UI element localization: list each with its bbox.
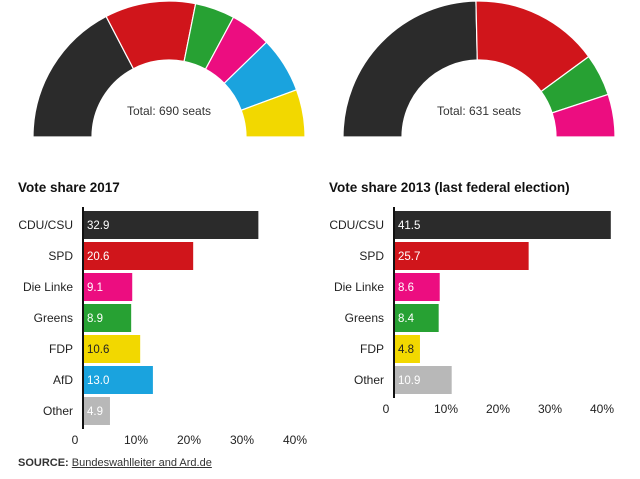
bar-chart-2013-bar-die-linke bbox=[395, 273, 440, 301]
bar-chart-2017-category-greens: Greens bbox=[34, 311, 73, 325]
bar-chart-2013-value-greens: 8.4 bbox=[398, 313, 415, 325]
bar-chart-2017-bar-fdp bbox=[84, 335, 141, 363]
bar-chart-2013-title: Vote share 2013 (last federal election) bbox=[329, 180, 570, 195]
seat-chart-2017-slice-fdp bbox=[240, 89, 306, 138]
bar-chart-2013-category-die-linke: Die Linke bbox=[334, 280, 384, 294]
bar-chart-2017-title: Vote share 2017 bbox=[18, 180, 120, 195]
bar-chart-2013-bar-other bbox=[395, 366, 452, 394]
bar-chart-2013-category-other: Other bbox=[354, 373, 384, 387]
bar-chart-2013-bar-spd bbox=[395, 242, 529, 270]
bar-chart-2013-tick-30: 30% bbox=[538, 402, 562, 416]
seat-chart-2013-slice-cdu-csu bbox=[342, 0, 478, 138]
bar-chart-2017-value-fdp: 10.6 bbox=[87, 344, 109, 356]
bar-chart-2017-value-greens: 8.9 bbox=[87, 313, 103, 325]
bar-chart-2017-category-die-linke: Die Linke bbox=[23, 280, 73, 294]
bar-chart-2017-tick-40: 40% bbox=[283, 433, 307, 447]
bar-chart-2017-tick-10: 10% bbox=[124, 433, 148, 447]
bar-chart-2013-category-cdu-csu: CDU/CSU bbox=[329, 218, 384, 232]
bar-chart-2017-tick-0: 0 bbox=[72, 433, 79, 447]
bar-chart-2017-value-cdu-csu: 32.9 bbox=[87, 220, 109, 232]
bar-chart-2017-value-other: 4.9 bbox=[87, 406, 103, 418]
bar-chart-2017-tick-30: 30% bbox=[230, 433, 254, 447]
seat-chart-2013-slice-die-linke bbox=[551, 93, 616, 138]
source-label: SOURCE: bbox=[18, 457, 69, 469]
bar-chart-2013-bar-greens bbox=[395, 304, 439, 332]
bar-chart-2013-bar-fdp bbox=[395, 335, 420, 363]
bar-chart-2017-bar-other bbox=[84, 397, 110, 425]
source-note: SOURCE: Bundeswahlleiter and Ard.de bbox=[18, 457, 212, 469]
seat-chart-2017-total-label: Total: 690 seats bbox=[127, 104, 211, 118]
bar-chart-2013-category-greens: Greens bbox=[345, 311, 384, 325]
bar-chart-2013-bar-cdu-csu bbox=[395, 211, 611, 239]
bar-chart-2017-bar-die-linke bbox=[84, 273, 133, 301]
bar-chart-2017-category-cdu-csu: CDU/CSU bbox=[18, 218, 73, 232]
bar-chart-2013-value-spd: 25.7 bbox=[398, 251, 420, 263]
bar-chart-2017-bar-greens bbox=[84, 304, 132, 332]
bar-chart-2013-category-fdp: FDP bbox=[360, 342, 384, 356]
bar-chart-2013-value-die-linke: 8.6 bbox=[398, 282, 414, 294]
bar-chart-2017-value-die-linke: 9.1 bbox=[87, 282, 103, 294]
bar-chart-2017-category-fdp: FDP bbox=[49, 342, 73, 356]
bar-chart-2017-category-spd: SPD bbox=[48, 249, 73, 263]
bar-chart-2013-value-other: 10.9 bbox=[398, 375, 420, 387]
bar-chart-2013-category-spd: SPD bbox=[359, 249, 384, 263]
bar-chart-2013-tick-20: 20% bbox=[486, 402, 510, 416]
bar-chart-2017-tick-20: 20% bbox=[177, 433, 201, 447]
bar-chart-2013-tick-0: 0 bbox=[383, 402, 390, 416]
bar-chart-2017-value-spd: 20.6 bbox=[87, 251, 109, 263]
bar-chart-2017-category-afd: AfD bbox=[53, 373, 73, 387]
bar-chart-2017-value-afd: 13.0 bbox=[87, 375, 109, 387]
bar-chart-2013-tick-10: 10% bbox=[434, 402, 458, 416]
bar-chart-2017-category-other: Other bbox=[43, 404, 73, 418]
bar-chart-2017-bar-spd bbox=[84, 242, 194, 270]
source-link[interactable]: Bundeswahlleiter and Ard.de bbox=[71, 457, 212, 469]
bar-chart-2017-bar-afd bbox=[84, 366, 153, 394]
bar-chart-2013-value-cdu-csu: 41.5 bbox=[398, 220, 420, 232]
seat-chart-2013-total-label: Total: 631 seats bbox=[437, 104, 521, 118]
bar-chart-2013-value-fdp: 4.8 bbox=[398, 344, 414, 356]
bar-chart-2013-tick-40: 40% bbox=[590, 402, 614, 416]
bar-chart-2017-bar-cdu-csu bbox=[84, 211, 259, 239]
